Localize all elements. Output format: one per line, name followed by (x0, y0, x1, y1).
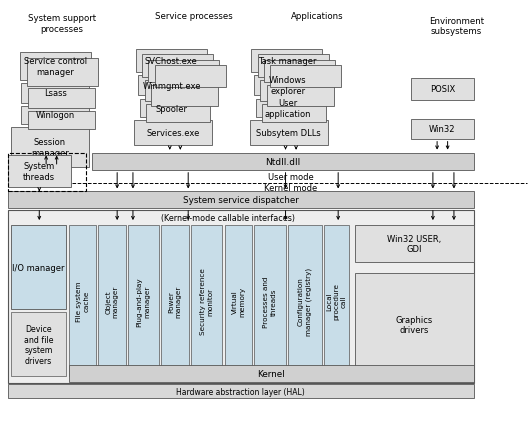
FancyBboxPatch shape (27, 59, 98, 87)
Text: Service control
manager: Service control manager (24, 57, 87, 77)
FancyBboxPatch shape (8, 385, 474, 398)
Text: POSIX: POSIX (430, 85, 455, 94)
Text: Lsass: Lsass (43, 89, 67, 98)
Text: User
application: User application (264, 99, 311, 118)
Text: Services.exe: Services.exe (146, 129, 199, 138)
FancyBboxPatch shape (251, 50, 322, 72)
FancyBboxPatch shape (254, 226, 286, 377)
Text: Device
and file
system
drivers: Device and file system drivers (24, 324, 53, 365)
FancyBboxPatch shape (146, 105, 211, 123)
FancyBboxPatch shape (92, 153, 474, 171)
FancyBboxPatch shape (8, 210, 474, 383)
Text: Configuration
manager (registry): Configuration manager (registry) (298, 267, 312, 335)
FancyBboxPatch shape (144, 81, 212, 102)
Text: Object
manager: Object manager (105, 285, 118, 317)
FancyBboxPatch shape (258, 55, 329, 78)
FancyBboxPatch shape (11, 313, 66, 377)
FancyBboxPatch shape (134, 121, 212, 146)
FancyBboxPatch shape (355, 226, 474, 262)
Text: Graphics
drivers: Graphics drivers (396, 315, 433, 335)
Text: Environment
subsystems: Environment subsystems (429, 16, 484, 36)
FancyBboxPatch shape (256, 100, 320, 118)
Text: Security reference
monitor: Security reference monitor (200, 268, 213, 335)
FancyBboxPatch shape (262, 105, 326, 123)
Text: Spooler: Spooler (156, 104, 188, 113)
FancyBboxPatch shape (20, 53, 91, 81)
FancyBboxPatch shape (19, 319, 58, 370)
Text: Power
manager: Power manager (168, 285, 182, 317)
Text: Session
manager: Session manager (31, 138, 69, 158)
FancyBboxPatch shape (355, 273, 474, 377)
Text: Applications: Applications (291, 12, 343, 21)
Text: Hardware abstraction layer (HAL): Hardware abstraction layer (HAL) (177, 387, 305, 396)
FancyBboxPatch shape (142, 55, 213, 78)
FancyBboxPatch shape (324, 226, 349, 377)
Text: Task manager: Task manager (258, 57, 316, 66)
Text: Kernel: Kernel (258, 369, 285, 378)
Text: System service dispatcher: System service dispatcher (183, 196, 299, 205)
FancyBboxPatch shape (15, 316, 62, 373)
Text: I/O manager: I/O manager (12, 263, 65, 272)
FancyBboxPatch shape (411, 119, 474, 139)
FancyBboxPatch shape (224, 226, 252, 377)
FancyBboxPatch shape (267, 86, 334, 107)
FancyBboxPatch shape (21, 83, 89, 104)
Text: Local
procedure
call: Local procedure call (326, 283, 347, 319)
FancyBboxPatch shape (69, 365, 474, 382)
FancyBboxPatch shape (148, 60, 219, 83)
FancyBboxPatch shape (11, 128, 89, 168)
FancyBboxPatch shape (264, 60, 335, 83)
Text: Win32 USER,
GDI: Win32 USER, GDI (387, 234, 442, 254)
Text: (Kernel-mode callable interfaces): (Kernel-mode callable interfaces) (161, 214, 295, 222)
FancyBboxPatch shape (250, 121, 327, 146)
Text: Subsytem DLLs: Subsytem DLLs (257, 129, 321, 138)
FancyBboxPatch shape (28, 112, 95, 130)
FancyBboxPatch shape (260, 81, 327, 102)
FancyBboxPatch shape (135, 50, 207, 72)
FancyBboxPatch shape (8, 155, 71, 187)
Text: Ntdll.dll: Ntdll.dll (265, 157, 300, 166)
FancyBboxPatch shape (138, 76, 206, 96)
Text: File system
cache: File system cache (76, 281, 89, 321)
Text: Windows
explorer: Windows explorer (269, 76, 306, 96)
FancyBboxPatch shape (28, 89, 95, 109)
FancyBboxPatch shape (140, 100, 204, 118)
FancyBboxPatch shape (254, 76, 321, 96)
Text: User mode: User mode (268, 173, 314, 182)
Text: Kernel mode: Kernel mode (264, 184, 317, 193)
FancyBboxPatch shape (151, 86, 218, 107)
FancyBboxPatch shape (23, 323, 53, 366)
FancyBboxPatch shape (161, 226, 189, 377)
Text: System support
processes: System support processes (28, 14, 96, 34)
FancyBboxPatch shape (288, 226, 322, 377)
FancyBboxPatch shape (191, 226, 222, 377)
FancyBboxPatch shape (69, 226, 96, 377)
Text: Virtual
memory: Virtual memory (232, 286, 245, 316)
Text: Winlogon: Winlogon (35, 111, 75, 120)
FancyBboxPatch shape (8, 192, 474, 208)
FancyBboxPatch shape (154, 66, 225, 88)
Text: Winmgmt.exe: Winmgmt.exe (143, 82, 201, 90)
FancyBboxPatch shape (411, 79, 474, 101)
FancyBboxPatch shape (21, 107, 89, 125)
Text: System
threads: System threads (23, 161, 56, 181)
Text: Win32: Win32 (429, 125, 455, 134)
FancyBboxPatch shape (270, 66, 341, 88)
FancyBboxPatch shape (127, 226, 159, 377)
FancyBboxPatch shape (98, 226, 125, 377)
Text: Plug-and-play
manager: Plug-and-play manager (136, 276, 150, 326)
Text: Service processes: Service processes (154, 12, 232, 21)
FancyBboxPatch shape (11, 226, 66, 310)
Text: SVChost.exe: SVChost.exe (145, 57, 197, 66)
Text: Processes and
threads: Processes and threads (263, 276, 277, 327)
